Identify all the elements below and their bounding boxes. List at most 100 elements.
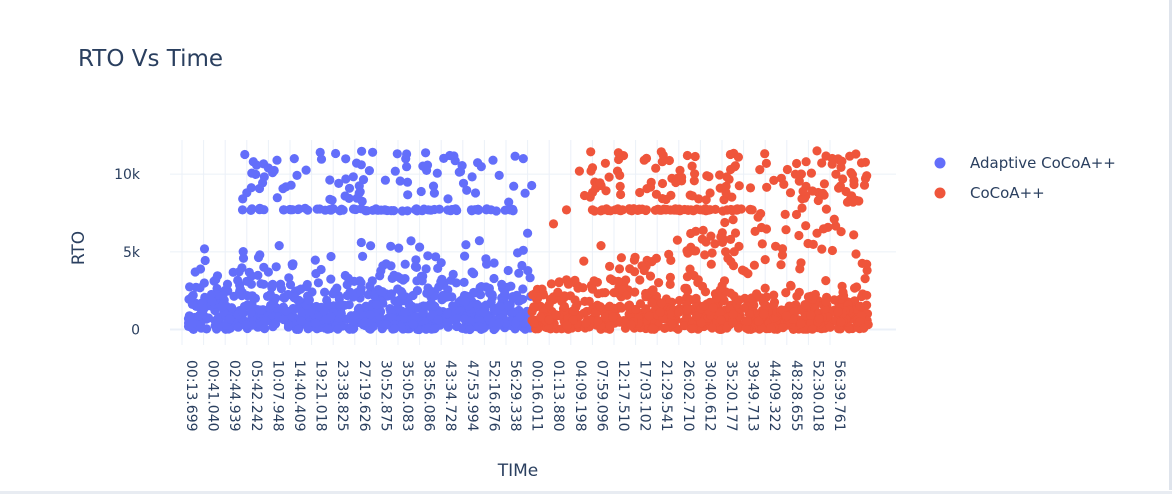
cocoa-point [728, 317, 738, 327]
adaptive-cocoa-point [356, 237, 366, 248]
cocoa-point [847, 170, 858, 180]
adaptive-cocoa-point [348, 172, 358, 182]
cocoa-point [754, 316, 764, 326]
cocoa-point [785, 188, 796, 198]
cocoa-point [600, 312, 610, 322]
adaptive-cocoa-point [246, 205, 256, 215]
cocoa-point [674, 307, 684, 317]
cocoa-point [757, 239, 767, 249]
adaptive-cocoa-point [242, 188, 252, 198]
adaptive-cocoa-point [514, 268, 524, 278]
adaptive-cocoa-point [345, 324, 355, 334]
cocoa-point [544, 315, 554, 325]
cocoa-point [791, 209, 802, 220]
adaptive-cocoa-point [195, 283, 205, 293]
cocoa-point [647, 324, 658, 334]
cocoa-point [796, 318, 806, 329]
adaptive-cocoa-point [429, 188, 439, 198]
cocoa-point [635, 275, 645, 285]
adaptive-cocoa-point [271, 262, 281, 272]
cocoa-point [699, 301, 709, 311]
cocoa-point [707, 248, 717, 258]
cocoa-point [661, 194, 671, 205]
y-tick-label: 10k [114, 167, 141, 183]
cocoa-point [646, 182, 656, 192]
cocoa-point [728, 215, 738, 225]
y-tick-label: 5k [123, 245, 141, 261]
cocoa-point [808, 239, 818, 249]
cocoa-point [641, 304, 651, 314]
adaptive-cocoa-point [442, 318, 452, 328]
cocoa-point [687, 324, 697, 334]
adaptive-cocoa-point [470, 188, 481, 198]
cocoa-point [687, 191, 698, 201]
adaptive-cocoa-point [211, 275, 221, 285]
adaptive-cocoa-point [436, 277, 446, 287]
x-tick-label: 26:02.710 [680, 360, 696, 432]
adaptive-cocoa-point [497, 279, 507, 289]
cocoa-point [827, 245, 838, 256]
adaptive-cocoa-point [293, 324, 304, 334]
adaptive-cocoa-point [268, 322, 278, 332]
x-tick-label: 01:13.880 [550, 360, 566, 432]
adaptive-cocoa-point [393, 272, 403, 282]
adaptive-cocoa-point [517, 260, 527, 271]
adaptive-cocoa-point [392, 297, 402, 307]
legend-marker[interactable] [934, 187, 946, 199]
cocoa-point [786, 281, 796, 291]
legend-label[interactable]: Adaptive CoCoA++ [970, 154, 1116, 172]
adaptive-cocoa-point [490, 304, 500, 314]
adaptive-cocoa-point [300, 203, 310, 213]
cocoa-point [664, 155, 675, 166]
adaptive-cocoa-point [390, 324, 400, 334]
cocoa-point [615, 181, 625, 191]
adaptive-cocoa-point [187, 292, 197, 302]
cocoa-point [560, 292, 570, 302]
adaptive-cocoa-point [365, 310, 375, 320]
cocoa-point [529, 318, 539, 328]
cocoa-point [608, 312, 618, 322]
adaptive-cocoa-point [278, 205, 289, 215]
adaptive-cocoa-point [250, 293, 260, 303]
cocoa-point [698, 225, 708, 235]
cocoa-point [724, 174, 734, 184]
cocoa-point [682, 304, 693, 315]
cocoa-point [587, 163, 598, 173]
legend-marker[interactable] [934, 157, 946, 169]
cocoa-point [781, 225, 791, 235]
cocoa-point [834, 183, 844, 193]
adaptive-cocoa-point [523, 228, 533, 238]
adaptive-cocoa-point [238, 307, 248, 317]
adaptive-cocoa-point [274, 241, 284, 251]
legend[interactable]: Adaptive CoCoA++ CoCoA++ [934, 154, 1116, 202]
x-tick-label: 05:42.242 [248, 360, 264, 432]
cocoa-point [812, 228, 822, 238]
adaptive-cocoa-point [207, 296, 217, 307]
adaptive-cocoa-point [475, 290, 486, 300]
cocoa-point [639, 265, 649, 276]
legend-label[interactable]: CoCoA++ [970, 184, 1045, 202]
adaptive-cocoa-point [265, 289, 276, 300]
x-tick-label: 17:03.102 [637, 360, 653, 432]
adaptive-cocoa-point [341, 154, 351, 164]
chart-title: RTO Vs Time [78, 46, 223, 72]
cocoa-point [814, 314, 824, 324]
adaptive-cocoa-point [315, 147, 325, 157]
adaptive-cocoa-point [432, 168, 442, 178]
adaptive-cocoa-point [237, 263, 247, 273]
right-frame-edge [1169, 0, 1172, 490]
x-tick-label: 52:16.876 [485, 360, 501, 432]
adaptive-cocoa-point [286, 180, 296, 190]
adaptive-cocoa-point [469, 287, 479, 298]
adaptive-cocoa-point [466, 205, 476, 215]
cocoa-point [690, 151, 700, 162]
cocoa-point [821, 204, 832, 214]
cocoa-point [645, 271, 656, 281]
adaptive-cocoa-point [326, 274, 336, 284]
cocoa-point [752, 289, 762, 299]
cocoa-point [789, 307, 799, 317]
adaptive-cocoa-point [320, 287, 330, 297]
cocoa-point [817, 158, 827, 168]
cocoa-point [587, 284, 598, 294]
cocoa-point [766, 323, 776, 333]
